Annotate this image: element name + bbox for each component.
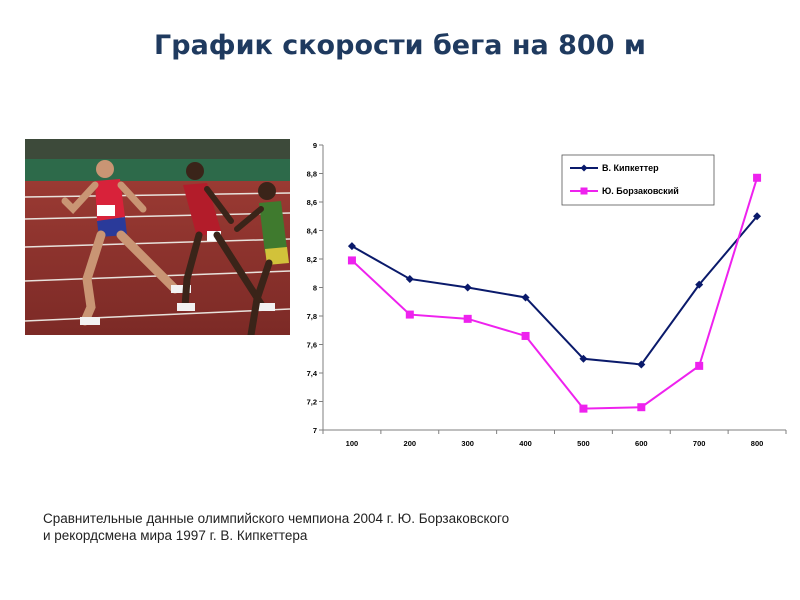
runners-photo-illustration (25, 139, 290, 335)
x-tick-label: 100 (346, 439, 359, 448)
data-point-borzakovsky (347, 256, 356, 265)
y-tick-label: 7 (313, 426, 317, 435)
data-point-borzakovsky (463, 314, 472, 323)
series-line-2 (351, 177, 759, 410)
y-tick-label: 8,6 (307, 198, 317, 207)
caption: Сравнительные данные олимпийского чемпио… (43, 510, 509, 544)
legend-label: Ю. Борзаковский (602, 186, 679, 196)
x-tick-label: 500 (577, 439, 590, 448)
x-tick-label: 700 (693, 439, 706, 448)
speed-chart: 7 7,2 7,4 7,6 7,8 8 8,2 8,4 8,6 8,8 9 100 200 300 400 5… (300, 135, 800, 455)
data-point-kipketer (405, 274, 414, 283)
y-tick-label: 8,2 (307, 255, 317, 264)
legend-box (561, 154, 715, 206)
y-tick-label: 7,6 (307, 341, 317, 350)
x-tick-label: 300 (461, 439, 474, 448)
data-point-kipketer (637, 360, 646, 369)
y-tick-label: 8,4 (307, 227, 318, 236)
data-point-kipketer (463, 283, 472, 292)
series-line-1 (351, 215, 758, 366)
y-tick-label: 7,4 (307, 369, 318, 378)
x-tick-label: 800 (751, 439, 764, 448)
legend-label: В. Кипкеттер (602, 163, 659, 173)
data-point-kipketer (695, 280, 704, 289)
y-tick-label: 9 (313, 141, 317, 150)
x-tick-label: 600 (635, 439, 648, 448)
y-tick-label: 7,8 (307, 312, 317, 321)
data-point-borzakovsky (695, 361, 704, 370)
y-tick-label: 8 (313, 284, 317, 293)
data-point-kipketer (521, 293, 530, 302)
x-tick-label: 400 (519, 439, 532, 448)
data-point-borzakovsky (637, 403, 646, 412)
y-tick-label: 8,8 (307, 170, 317, 179)
data-point-kipketer (579, 354, 588, 363)
data-point-borzakovsky (579, 404, 588, 413)
data-point-kipketer (347, 242, 356, 251)
caption-line-1: Сравнительные данные олимпийского чемпио… (43, 511, 510, 526)
legend-swatch-marker (580, 164, 588, 172)
x-tick-label: 200 (404, 439, 417, 448)
caption-line-2: и рекордсмена мира 1997 г. В. Кипкеттера (43, 528, 308, 543)
data-point-borzakovsky (521, 331, 530, 340)
data-point-kipketer (753, 212, 762, 221)
slide-title: График скорости бега на 800 м (154, 30, 646, 61)
runners-photo (25, 139, 290, 335)
speed-chart-svg: 7 7,2 7,4 7,6 7,8 8 8,2 8,4 8,6 8,8 9 100 200 300 400 5… (307, 141, 787, 448)
data-point-borzakovsky (405, 310, 414, 319)
data-point-borzakovsky (753, 173, 762, 182)
y-tick-label: 7,2 (307, 398, 317, 407)
legend-swatch-marker (580, 187, 588, 195)
